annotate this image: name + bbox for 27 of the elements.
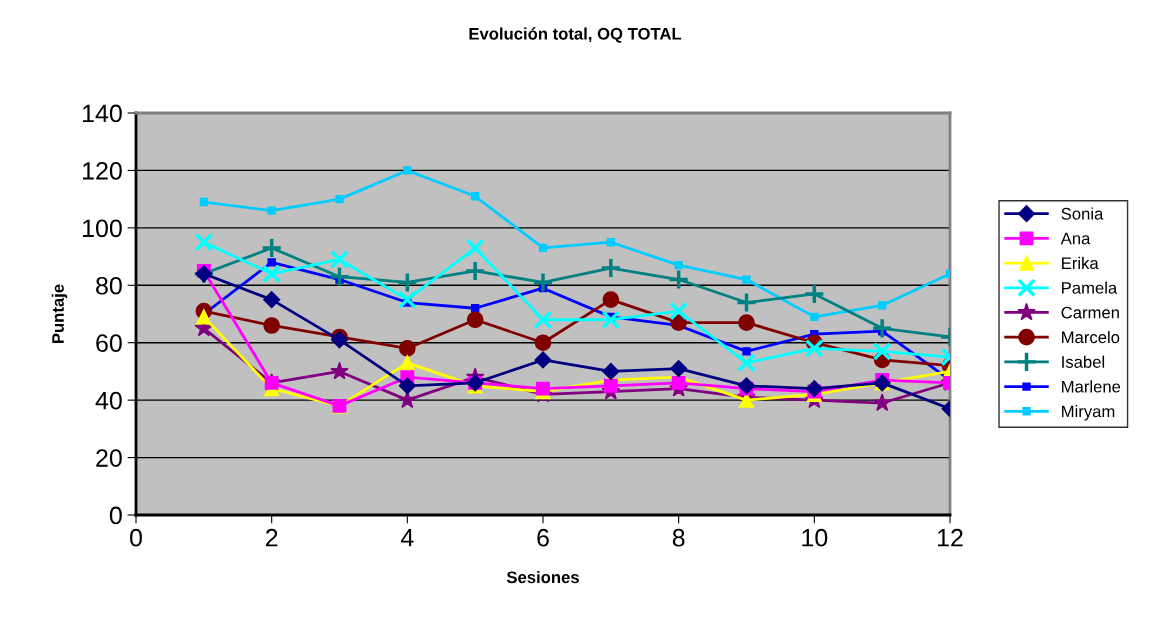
y-tick-label: 100 <box>83 219 122 238</box>
y-tick-label: 60 <box>96 334 122 353</box>
x-tick-label: 8 <box>672 528 685 547</box>
legend-label: Isabel <box>1062 355 1105 368</box>
x-tick-label: 4 <box>400 529 414 547</box>
legend-label: Miryam <box>1062 405 1115 421</box>
y-tick-label: 20 <box>96 449 122 467</box>
y-tick-label: 40 <box>95 391 122 410</box>
y-tick-label: 80 <box>96 276 122 295</box>
y-tick-label: 0 <box>109 506 122 525</box>
legend-label: Sonia <box>1061 207 1104 220</box>
x-tick-label: 0 <box>130 528 142 547</box>
legend-label: Ana <box>1060 232 1091 245</box>
x-axis-title: Sesiones <box>506 570 579 584</box>
y-tick-label: 140 <box>83 104 122 123</box>
chart-title: Evolución total, OQ TOTAL <box>469 27 682 43</box>
legend-label: Pamela <box>1062 281 1118 294</box>
y-axis-title: Puntaje <box>51 284 68 343</box>
x-tick-label: 2 <box>265 528 278 547</box>
legend-label: Erika <box>1062 256 1099 270</box>
legend-label: Marlene <box>1062 380 1121 393</box>
legend-label: Marcelo <box>1062 330 1120 344</box>
x-tick-label: 12 <box>938 528 963 547</box>
y-tick-label: 120 <box>83 162 122 180</box>
x-tick-label: 6 <box>537 528 549 547</box>
legend-label: Carmen <box>1061 306 1119 319</box>
x-tick-label: 10 <box>802 528 828 547</box>
